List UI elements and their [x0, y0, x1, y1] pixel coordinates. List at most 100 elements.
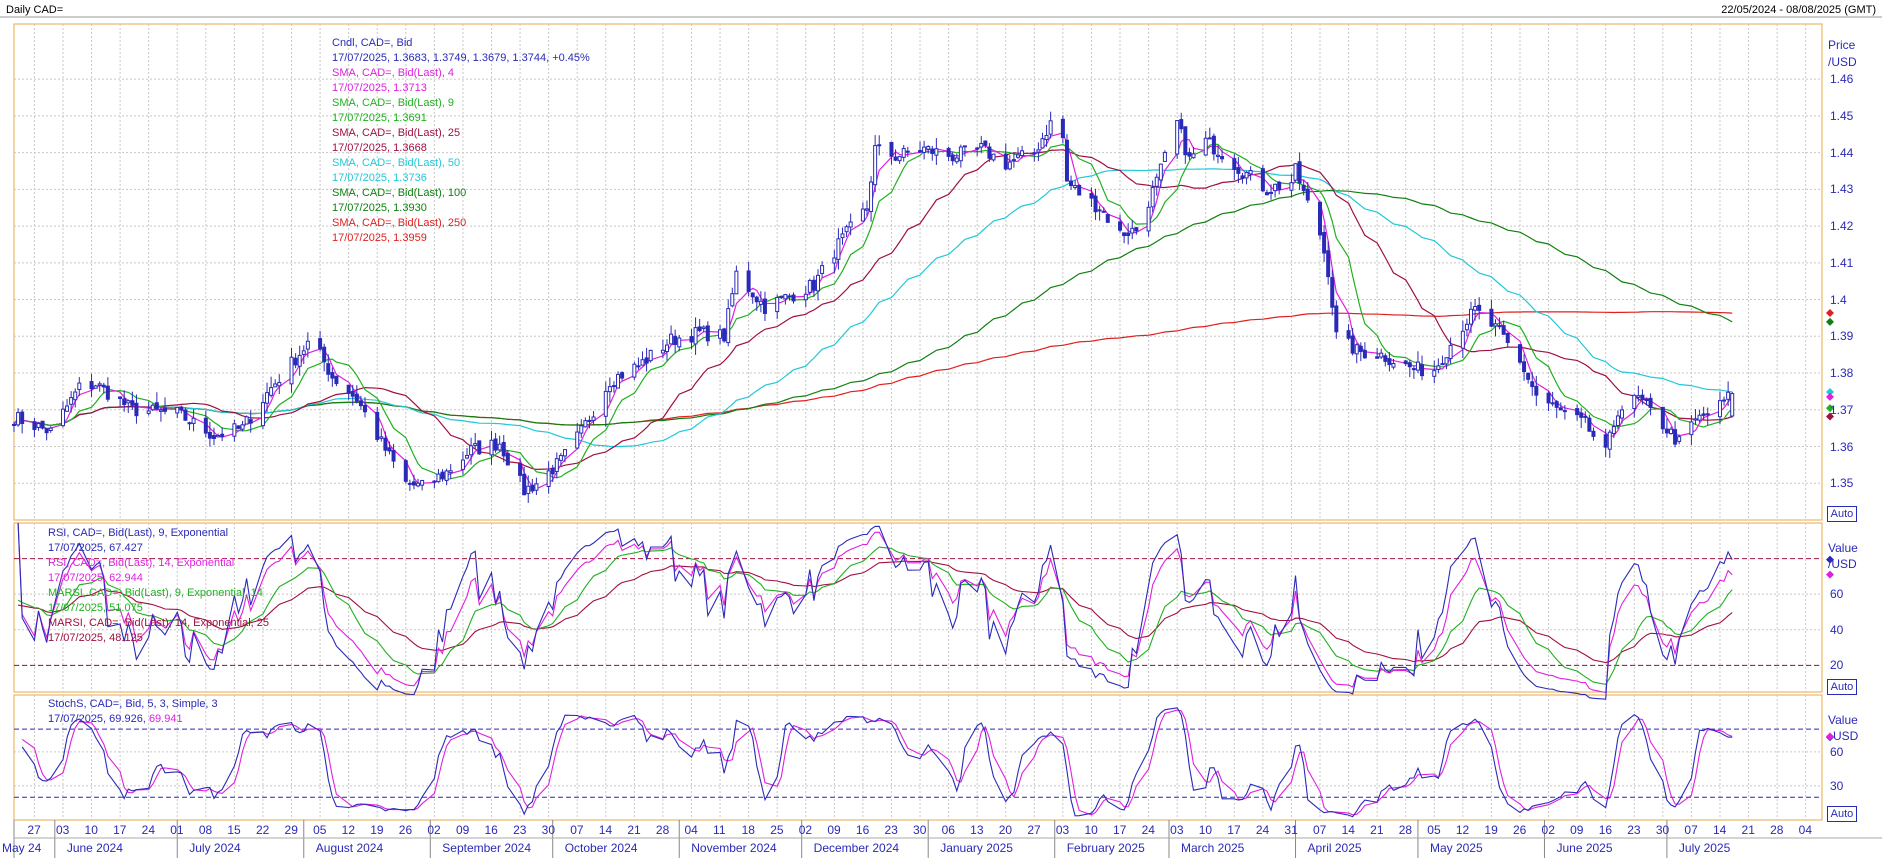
candle — [1407, 359, 1412, 378]
legend-line: MARSI, CAD=, Bid(Last), 9, Exponential, … — [48, 587, 263, 599]
st-panel-frame — [13, 694, 1823, 821]
candle — [277, 374, 282, 395]
candle — [134, 394, 139, 424]
candle — [1134, 226, 1139, 235]
candle — [669, 325, 674, 345]
price-axis-unit: /USD — [1828, 55, 1857, 69]
candle — [1444, 357, 1449, 370]
x-day-label: 24 — [1141, 823, 1155, 837]
candle — [587, 415, 592, 429]
candle — [448, 464, 453, 479]
x-day-label: 02 — [427, 823, 441, 837]
rsi-marker — [1826, 570, 1834, 579]
candle — [460, 451, 465, 475]
x-month-label: June 2025 — [1556, 841, 1613, 855]
candle — [1550, 391, 1555, 407]
candle — [820, 261, 825, 278]
price-legend: Cndl, CAD=, Bid 17/07/2025, 1.3683, 1.374… — [332, 36, 590, 246]
price-panel-frame — [13, 23, 1823, 521]
candle — [248, 410, 253, 433]
candle — [1048, 111, 1053, 139]
x-day-label: 15 — [227, 823, 241, 837]
candle — [236, 425, 241, 430]
candle — [783, 293, 788, 305]
candle — [889, 141, 894, 165]
stoch-auto-button[interactable]: Auto — [1827, 806, 1857, 822]
candle — [579, 419, 584, 438]
candle — [1489, 299, 1494, 328]
x-day-label: 10 — [1084, 823, 1098, 837]
x-day-label: 08 — [198, 823, 213, 837]
x-day-label: 17 — [1113, 823, 1127, 837]
candle — [648, 349, 653, 363]
price-marker — [1826, 412, 1834, 421]
candle — [44, 428, 49, 441]
candle — [673, 329, 678, 353]
candle — [1677, 434, 1682, 445]
x-day-label: 16 — [855, 823, 870, 837]
candle — [1203, 130, 1208, 156]
candle — [1248, 166, 1253, 181]
legend-line: RSI, CAD=, Bid(Last), 14, Exponential — [48, 557, 235, 569]
candle — [844, 224, 849, 238]
candle — [346, 384, 351, 400]
candle — [269, 376, 274, 398]
candle — [1183, 126, 1188, 164]
price-auto-button[interactable]: Auto — [1827, 506, 1857, 522]
candle — [958, 144, 963, 168]
legend-line: 17/07/2025, 51.075 — [48, 602, 143, 614]
candle — [183, 407, 188, 421]
x-day-label: 10 — [1198, 823, 1213, 837]
legend-line: SMA, CAD=, Bid(Last), 100 — [332, 187, 467, 199]
price-marker — [1826, 404, 1834, 413]
candle — [473, 432, 478, 449]
x-month-label: May 2025 — [1429, 841, 1483, 855]
candle — [1015, 147, 1020, 159]
candle — [1497, 317, 1502, 330]
candle — [1362, 342, 1367, 359]
x-day-label: 16 — [1598, 823, 1613, 837]
candle — [1301, 179, 1306, 196]
x-day-label: 01 — [170, 823, 184, 837]
candle — [950, 152, 955, 166]
legend-line: SMA, CAD=, Bid(Last), 9 — [332, 97, 454, 109]
candle — [689, 329, 694, 349]
candle — [1522, 354, 1527, 381]
candle — [489, 430, 494, 465]
x-day-label: 05 — [1427, 823, 1441, 837]
candle — [69, 391, 74, 413]
candle — [546, 461, 551, 494]
candle — [1289, 174, 1294, 198]
candle — [991, 153, 996, 162]
candle — [20, 409, 25, 434]
candle — [754, 295, 759, 311]
candle — [32, 417, 37, 438]
x-day-label: 30 — [1655, 823, 1670, 837]
candle — [101, 382, 106, 394]
price-marker — [1826, 309, 1834, 318]
candle — [1668, 426, 1673, 435]
x-day-label: 13 — [970, 823, 984, 837]
rsi-auto-button[interactable]: Auto — [1827, 679, 1857, 695]
rsi-y-tick-label: 20 — [1830, 658, 1844, 673]
price-y-tick-label: 1.46 — [1830, 72, 1854, 87]
legend-value: 69.941 — [148, 713, 183, 725]
candle — [1011, 152, 1016, 168]
candle — [411, 474, 416, 490]
candle — [1105, 213, 1110, 223]
sma-250-line — [13, 311, 1733, 426]
candle — [1179, 112, 1184, 134]
candle — [211, 427, 216, 446]
candle — [1493, 319, 1498, 337]
x-day-label: 09 — [827, 823, 841, 837]
x-month-label: August 2024 — [315, 841, 384, 855]
candle — [305, 332, 310, 358]
candle — [746, 261, 751, 297]
legend-line: 17/07/2025, 1.3713 — [332, 82, 427, 94]
x-day-label: 23 — [1627, 823, 1641, 837]
candle — [730, 287, 735, 308]
candle — [1411, 366, 1416, 379]
price-y-tick-label: 1.36 — [1830, 439, 1854, 454]
candle — [1415, 351, 1420, 374]
